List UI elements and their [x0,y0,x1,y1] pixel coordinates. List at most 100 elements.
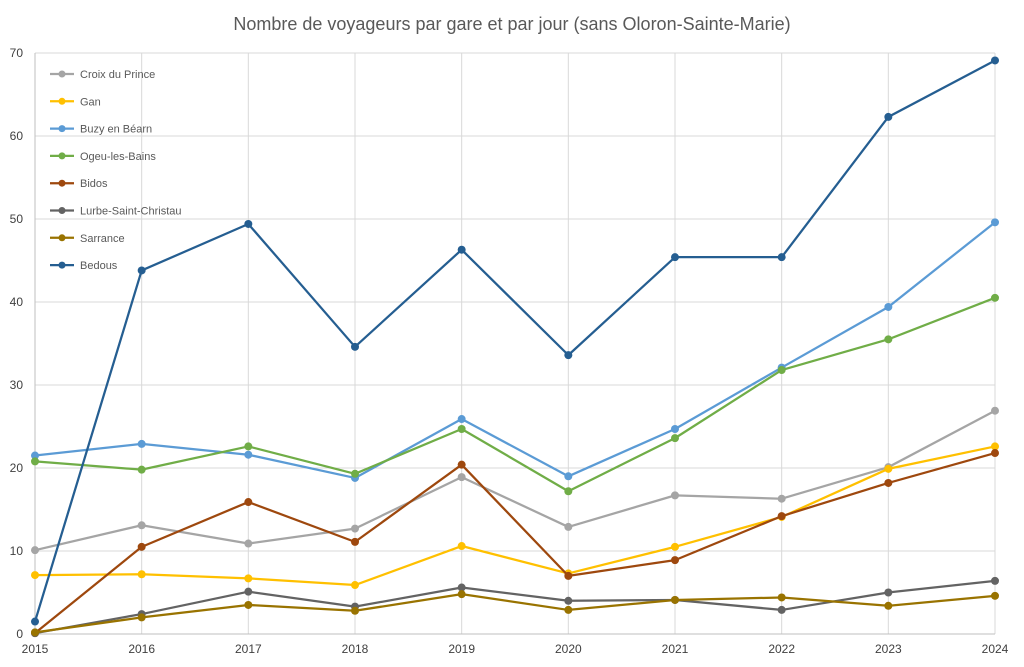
x-tick-label: 2021 [662,642,689,656]
axes [34,53,995,635]
data-point [991,576,999,585]
data-point [564,472,573,481]
data-point [31,546,39,555]
y-tick-label: 60 [10,129,24,143]
y-tick-label: 40 [10,295,24,309]
gridlines [35,52,996,634]
data-point [991,442,999,451]
data-point [137,521,146,530]
legend-swatch-marker [58,125,66,133]
y-tick-label: 0 [16,627,23,641]
data-point [991,591,999,600]
legend-item: Lurbe-Saint-Christau [50,206,182,218]
y-tick-label: 10 [10,544,24,558]
legend-label: Croix du Prince [80,69,155,81]
series-buzy-en-b-arn [31,218,999,482]
legend-label: Sarrance [80,233,125,245]
legend-swatch-marker [58,234,66,242]
data-point [351,581,359,590]
data-point [244,442,253,451]
data-point [31,571,39,580]
data-point [137,542,146,551]
data-point [884,601,893,610]
y-tick-label: 50 [10,212,24,226]
data-point [137,439,146,448]
data-point [671,556,679,565]
series-line [34,296,996,493]
data-point [884,464,893,473]
legend-item: Bedous [50,260,118,272]
data-point [671,253,679,262]
data-point [457,473,466,482]
data-point [671,424,679,433]
data-point [457,583,466,592]
series-bedous [31,56,999,626]
legend-swatch-marker [58,261,66,269]
legend-swatch-marker [58,152,66,160]
legend-item: Buzy en Béarn [50,124,152,136]
data-point [884,588,893,597]
legend-swatch-marker [58,70,66,78]
series-line [34,409,996,552]
legend-label: Ogeu-les-Bains [80,151,156,163]
data-point [777,512,786,521]
series-line [34,579,996,635]
data-point [777,494,786,503]
data-point [457,424,466,433]
data-point [671,595,679,604]
tick-labels: 0 10 20 30 40 50 60 70 2015 2016 2017 2018 2019 2020 2… [10,46,1009,656]
x-tick-label: 2018 [342,642,369,656]
series-lines [31,56,999,638]
data-point [777,605,786,614]
data-point [244,450,253,459]
data-point [991,293,999,302]
data-point [884,112,893,121]
data-point [564,522,573,531]
series-lurbe-saint-christau [31,576,999,638]
data-point [137,613,146,622]
data-point [351,342,359,351]
data-point [671,491,679,500]
data-point [777,593,786,602]
data-point [777,366,786,375]
data-point [991,56,999,65]
data-point [457,590,466,599]
data-point [351,537,359,546]
legend-label: Bedous [80,260,118,272]
legend-item: Sarrance [50,233,125,245]
data-point [244,498,253,507]
chart-title: Nombre de voyageurs par gare et par jour… [233,14,790,34]
legend: Croix du Prince Gan Buzy en Béarn Ogeu-les-… [50,69,182,272]
x-tick-label: 2020 [555,642,582,656]
legend-item: Gan [50,96,101,108]
series-line [34,593,996,634]
data-point [991,218,999,227]
legend-item: Ogeu-les-Bains [50,151,156,163]
x-tick-label: 2016 [128,642,155,656]
legend-label: Buzy en Béarn [80,124,152,136]
legend-label: Gan [80,96,101,108]
data-point [457,415,466,424]
data-point [884,478,893,487]
data-point [137,266,146,275]
data-point [991,449,999,458]
data-point [991,406,999,415]
data-point [564,571,573,580]
series-sarrance [31,590,999,637]
data-point [564,596,573,605]
data-point [31,617,39,626]
series-line [34,221,996,480]
legend-swatch-marker [58,179,66,187]
x-tick-label: 2022 [768,642,795,656]
data-point [671,434,679,443]
data-point [244,219,253,228]
data-point [457,460,466,469]
x-tick-label: 2017 [235,642,262,656]
legend-swatch-marker [58,207,66,214]
data-point [31,457,39,466]
y-tick-label: 20 [10,461,24,475]
series-ogeu-les-bains [31,293,999,496]
data-point [351,524,359,533]
